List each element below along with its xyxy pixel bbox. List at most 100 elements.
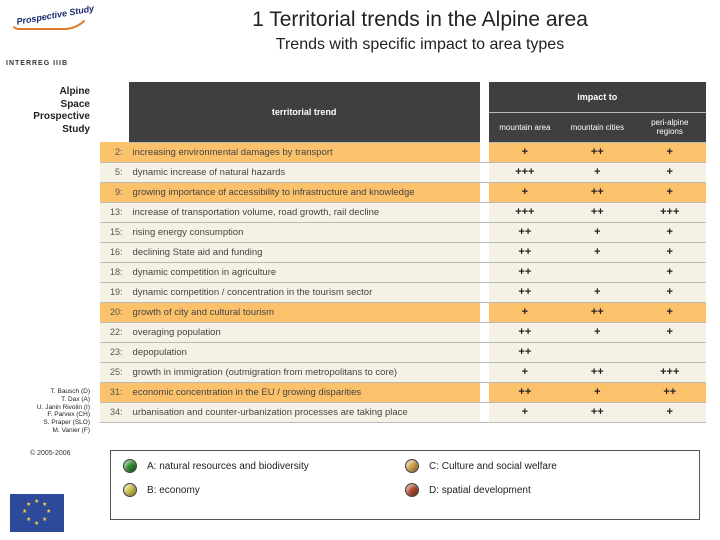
cell-trend: economic concentration in the EU / growi…: [129, 382, 480, 402]
cell-impact-mountain-area: ++: [489, 222, 561, 242]
table-row: 2:increasing environmental damages by tr…: [100, 142, 706, 162]
cell-impact-mountain-area: ++: [489, 382, 561, 402]
author: T. Dax (A): [6, 396, 90, 404]
table-row: 34:urbanisation and counter-urbanization…: [100, 402, 706, 422]
cell-impact-mountain-cities: +: [561, 242, 633, 262]
cell-spacer: [480, 282, 489, 302]
cell-spacer: [480, 402, 489, 422]
authors-block: T. Bausch (D) T. Dax (A) U. Janin Rivoli…: [6, 388, 90, 435]
table-row: 31:economic concentration in the EU / gr…: [100, 382, 706, 402]
table-row: 13:increase of transportation volume, ro…: [100, 202, 706, 222]
cell-spacer: [480, 162, 489, 182]
legend-ball-icon: [405, 483, 419, 497]
table-row: 5:dynamic increase of natural hazards+++…: [100, 162, 706, 182]
cell-spacer: [480, 382, 489, 402]
cell-spacer: [480, 362, 489, 382]
cell-trend: urbanisation and counter-urbanization pr…: [129, 402, 480, 422]
cell-spacer: [480, 342, 489, 362]
cell-trend: increase of transportation volume, road …: [129, 202, 480, 222]
cell-number: 15:: [100, 222, 129, 242]
cell-spacer: [480, 322, 489, 342]
cell-number: 22:: [100, 322, 129, 342]
legend-label: C: Culture and social welfare: [429, 461, 557, 472]
page-title: 1 Territorial trends in the Alpine area: [150, 8, 690, 32]
sidebar-line: Study: [6, 124, 90, 137]
th-spacer: [480, 82, 489, 112]
cell-trend: growing importance of accessibility to i…: [129, 182, 480, 202]
author: M. Vanier (F): [6, 427, 90, 435]
cell-impact-peri-alpine: +: [634, 142, 706, 162]
cell-impact-mountain-area: +: [489, 402, 561, 422]
cell-impact-peri-alpine: +: [634, 242, 706, 262]
table-row: 22:overaging population++++: [100, 322, 706, 342]
cell-impact-mountain-cities: +: [561, 322, 633, 342]
cell-number: 25:: [100, 362, 129, 382]
cell-impact-peri-alpine: +: [634, 162, 706, 182]
cell-impact-mountain-cities: ++: [561, 362, 633, 382]
trends-table: territorial trend impact to mountain are…: [100, 82, 706, 423]
cell-trend: dynamic increase of natural hazards: [129, 162, 480, 182]
th-col-mountain-area: mountain area: [489, 112, 561, 142]
eu-flag-icon: ★★ ★★ ★★ ★★: [10, 494, 64, 532]
author: S. Praper (SLO): [6, 419, 90, 427]
cell-number: 9:: [100, 182, 129, 202]
legend-item-b: B: economy: [123, 483, 405, 497]
th-blank: [100, 112, 129, 142]
cell-number: 31:: [100, 382, 129, 402]
cell-trend: declining State aid and funding: [129, 242, 480, 262]
author: F. Parvex (CH): [6, 411, 90, 419]
cell-impact-peri-alpine: +: [634, 182, 706, 202]
cell-spacer: [480, 222, 489, 242]
sidebar-line: Space: [6, 99, 90, 112]
cell-impact-mountain-area: ++: [489, 322, 561, 342]
cell-impact-peri-alpine: +: [634, 402, 706, 422]
legend-item-a: A: natural resources and biodiversity: [123, 459, 405, 473]
cell-trend: growth of city and cultural tourism: [129, 302, 480, 322]
cell-spacer: [480, 262, 489, 282]
cell-number: 19:: [100, 282, 129, 302]
cell-impact-mountain-area: +: [489, 302, 561, 322]
table-row: 23:depopulation++: [100, 342, 706, 362]
author: T. Bausch (D): [6, 388, 90, 396]
cell-impact-mountain-cities: +: [561, 382, 633, 402]
table-row: 15:rising energy consumption++++: [100, 222, 706, 242]
cell-number: 34:: [100, 402, 129, 422]
cell-number: 18:: [100, 262, 129, 282]
th-blank: [100, 82, 129, 112]
cell-number: 16:: [100, 242, 129, 262]
cell-impact-mountain-cities: +: [561, 222, 633, 242]
table-row: 18:dynamic competition in agriculture+++: [100, 262, 706, 282]
cell-impact-mountain-cities: ++: [561, 182, 633, 202]
cell-impact-peri-alpine: +++: [634, 362, 706, 382]
cell-spacer: [480, 242, 489, 262]
cell-trend: increasing environmental damages by tran…: [129, 142, 480, 162]
cell-impact-mountain-cities: +: [561, 162, 633, 182]
table-row: 16:declining State aid and funding++++: [100, 242, 706, 262]
th-col-mountain-cities: mountain cities: [561, 112, 633, 142]
cell-trend: dynamic competition in agriculture: [129, 262, 480, 282]
cell-number: 13:: [100, 202, 129, 222]
author: U. Janin Rivolin (I): [6, 404, 90, 412]
cell-number: 23:: [100, 342, 129, 362]
cell-impact-mountain-area: ++: [489, 342, 561, 362]
cell-trend: rising energy consumption: [129, 222, 480, 242]
legend-ball-icon: [123, 483, 137, 497]
cell-impact-mountain-cities: [561, 262, 633, 282]
legend-ball-icon: [405, 459, 419, 473]
cell-impact-peri-alpine: [634, 342, 706, 362]
cell-trend: overaging population: [129, 322, 480, 342]
cell-impact-peri-alpine: +: [634, 222, 706, 242]
cell-impact-mountain-cities: ++: [561, 202, 633, 222]
cell-impact-peri-alpine: +++: [634, 202, 706, 222]
copyright: © 2005-2006: [30, 450, 71, 457]
cell-spacer: [480, 202, 489, 222]
cell-spacer: [480, 182, 489, 202]
cell-spacer: [480, 142, 489, 162]
cell-impact-peri-alpine: +: [634, 322, 706, 342]
legend-label: D: spatial development: [429, 485, 531, 496]
cell-impact-mountain-cities: +: [561, 282, 633, 302]
table-row: 20:growth of city and cultural tourism++…: [100, 302, 706, 322]
cell-impact-mountain-area: +: [489, 362, 561, 382]
legend-item-c: C: Culture and social welfare: [405, 459, 687, 473]
cell-impact-mountain-cities: ++: [561, 142, 633, 162]
